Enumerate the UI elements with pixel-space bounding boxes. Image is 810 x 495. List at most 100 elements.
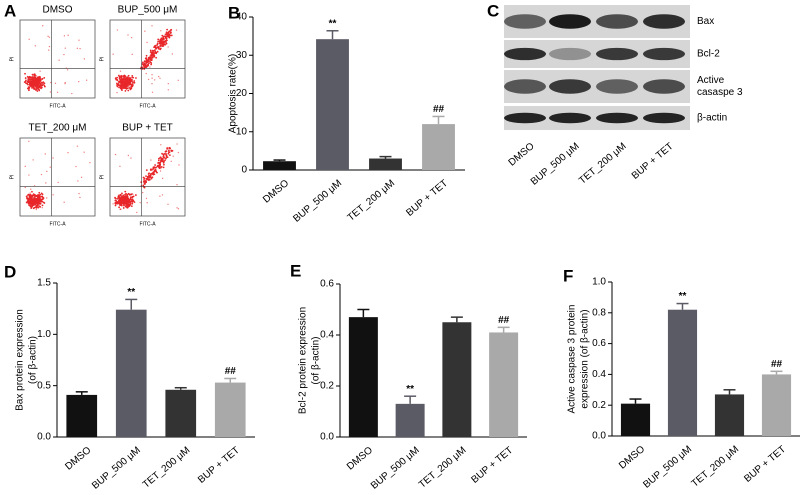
flow-dot <box>39 202 42 205</box>
flow-dot <box>133 81 136 84</box>
bar <box>761 374 792 436</box>
flow-dot <box>160 30 162 32</box>
y-tick-label: 0.5 <box>37 380 51 391</box>
flow-dot <box>63 35 66 37</box>
flow-dot <box>49 91 52 93</box>
flow-dot <box>26 197 28 200</box>
flow-dot <box>116 85 119 88</box>
panel-label: D <box>4 262 16 281</box>
flow-dot <box>49 166 51 168</box>
y-tick-label: 30 <box>236 50 248 61</box>
blot-band <box>643 112 685 124</box>
flow-dot <box>146 175 149 178</box>
flow-dot <box>159 41 162 44</box>
flow-dot <box>127 154 130 157</box>
flow-dot <box>149 49 152 52</box>
flow-dot <box>156 50 159 53</box>
y-tick-label: 1.0 <box>37 329 51 340</box>
flow-dot <box>178 164 180 166</box>
flow-y-label: PI <box>9 175 15 180</box>
flow-dot <box>145 72 147 75</box>
flow-dot <box>150 62 153 64</box>
flow-dot <box>145 54 148 57</box>
flow-dot <box>77 180 79 182</box>
flow-dot <box>160 160 162 163</box>
flow-dot <box>31 203 34 206</box>
blot-band <box>549 14 591 29</box>
flow-dot <box>124 89 127 92</box>
flow-dot <box>151 167 153 170</box>
flow-dot <box>155 170 158 173</box>
flow-dot <box>24 186 26 189</box>
flow-dot <box>34 202 37 204</box>
flow-dot <box>126 82 128 84</box>
bar <box>714 394 745 436</box>
flow-dot <box>157 162 159 164</box>
flow-dot <box>29 81 32 84</box>
flow-dot <box>83 151 85 153</box>
flow-dot <box>150 63 153 66</box>
flow-dot <box>29 192 31 194</box>
flow-dot <box>35 208 38 211</box>
flow-dot <box>132 193 134 196</box>
flow-dot <box>141 61 144 64</box>
flow-dot <box>46 197 48 199</box>
flow-dot <box>153 169 156 172</box>
flow-dot <box>40 173 43 176</box>
flow-dot <box>120 208 122 210</box>
flow-dot <box>24 77 27 79</box>
flow-dot <box>52 157 54 159</box>
flow-dot <box>29 201 31 204</box>
flow-dot <box>154 52 157 54</box>
flow-dot <box>151 83 153 85</box>
flow-dot <box>40 198 43 201</box>
flow-dot <box>79 196 81 199</box>
flow-dot <box>31 86 33 89</box>
protein-label: Bcl-2 <box>697 49 720 60</box>
flow-dot <box>164 43 167 46</box>
flow-x-label: FITC-A <box>139 221 156 227</box>
y-tick-label: 10 <box>236 126 248 137</box>
flow-dot <box>119 84 122 87</box>
flow-dot <box>37 86 40 89</box>
flow-dot <box>151 77 153 79</box>
flow-dot <box>147 78 150 81</box>
flow-dot <box>144 30 146 32</box>
flow-dot <box>40 86 43 89</box>
flow-dot <box>167 203 169 205</box>
flow-dot <box>31 190 33 193</box>
flow-dot <box>130 157 132 159</box>
flow-dot <box>31 73 34 76</box>
x-tick-label: DMSO <box>617 444 647 472</box>
flow-dot <box>163 163 165 166</box>
flow-dot <box>116 29 119 31</box>
flow-dot <box>129 202 132 205</box>
flow-dot <box>157 75 160 78</box>
flow-dot <box>168 30 171 33</box>
flow-dot <box>119 70 122 72</box>
significance-label: ## <box>433 104 445 115</box>
x-tick-label: TET_200 μM <box>690 444 742 490</box>
flow-dot <box>42 25 44 27</box>
flow-dot <box>149 55 151 58</box>
flow-dot <box>149 66 151 68</box>
flow-dot <box>177 151 180 154</box>
significance-label: ## <box>225 366 237 377</box>
flow-dot <box>128 78 131 81</box>
flow-dot <box>129 88 132 91</box>
flow-dot <box>36 90 39 92</box>
flow-dot <box>32 204 35 207</box>
flow-dot <box>167 149 170 152</box>
flow-dot <box>132 199 135 202</box>
flow-dot <box>36 194 39 197</box>
flow-dot <box>153 54 156 57</box>
flow-dot <box>139 201 141 204</box>
blot-band <box>504 14 546 29</box>
flow-dot <box>24 80 27 83</box>
x-tick-label: BUP_500 μM <box>641 444 694 491</box>
flow-dot <box>32 81 34 83</box>
flow-dot <box>30 76 32 79</box>
flow-dot <box>143 186 146 189</box>
y-tick-label: 0.4 <box>592 369 606 380</box>
flow-dot <box>161 34 164 37</box>
